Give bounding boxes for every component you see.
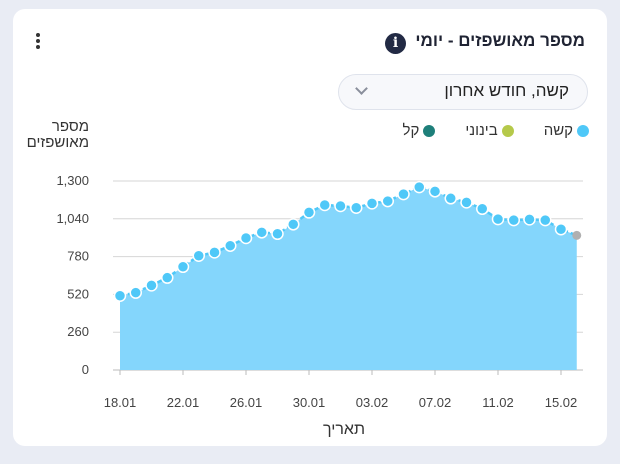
card-title: מספר מאושפזים - יומי [415, 31, 585, 50]
data-point [365, 197, 379, 210]
x-tick-label: 30.01 [293, 395, 326, 410]
legend-dot-mild [423, 124, 436, 137]
y-tick-label: 0 [82, 362, 89, 377]
y-axis-label: מספר מאושפזים [26, 118, 89, 151]
legend-item-severe[interactable]: קשה [544, 122, 589, 139]
data-point [287, 218, 300, 231]
data-point [444, 192, 457, 205]
data-point [381, 194, 394, 208]
y-tick-label: 1,040 [56, 211, 89, 226]
legend-item-medium[interactable]: בינוני [465, 122, 514, 139]
data-point [554, 223, 568, 236]
x-tick-label: 22.01 [167, 395, 200, 410]
kebab-menu-icon[interactable] [33, 33, 43, 51]
legend: קשה בינוני קל [403, 122, 589, 139]
data-point [507, 213, 520, 227]
x-tick-label: 07.02 [419, 395, 452, 410]
data-point [145, 279, 158, 292]
legend-item-mild[interactable]: קל [403, 122, 436, 139]
data-point [428, 185, 442, 198]
data-point [350, 201, 363, 215]
data-point [413, 180, 426, 194]
data-point [397, 187, 410, 201]
x-axis-label: תאריך [323, 421, 366, 438]
data-point [460, 196, 473, 209]
x-tick-label: 03.02 [356, 395, 389, 410]
data-point [271, 227, 284, 241]
x-tick-label: 11.02 [482, 395, 514, 410]
data-point [476, 202, 489, 216]
data-point [334, 199, 347, 213]
data-point [491, 212, 505, 226]
data-point [224, 239, 237, 252]
x-tick-label: 15.02 [545, 395, 578, 410]
x-tick-label: 26.01 [230, 395, 263, 410]
filter-value: קשה, חודש אחרון [444, 81, 569, 100]
data-point [113, 289, 127, 302]
series-line [119, 185, 578, 297]
data-point [192, 249, 205, 262]
data-point [539, 213, 552, 227]
legend-dot-severe [577, 124, 589, 137]
data-point [129, 286, 142, 299]
y-tick-label: 260 [67, 324, 89, 339]
area-fill [120, 187, 577, 370]
data-point [239, 231, 253, 245]
y-tick-label: 780 [67, 249, 89, 264]
data-point [255, 226, 268, 239]
data-point [318, 198, 331, 212]
data-point [208, 246, 221, 259]
data-point [161, 271, 174, 284]
y-tick-label: 520 [67, 286, 89, 301]
x-tick-label: 18.01 [104, 395, 137, 410]
y-tick-label: 1,300 [56, 173, 89, 188]
legend-dot-medium [501, 124, 514, 137]
data-point [572, 230, 582, 240]
filter-dropdown[interactable]: קשה, חודש אחרון [338, 74, 588, 110]
data-point [523, 213, 536, 226]
data-point [176, 260, 190, 274]
data-point [302, 206, 316, 219]
info-icon[interactable]: i [385, 33, 406, 54]
